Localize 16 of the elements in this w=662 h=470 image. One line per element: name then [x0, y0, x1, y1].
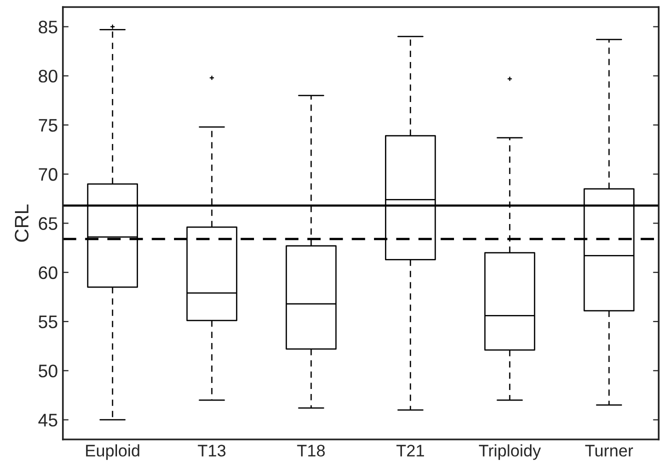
y-tick-label: 75: [38, 119, 58, 132]
y-axis-title: CRL: [14, 204, 29, 242]
y-tick-label: 60: [38, 266, 58, 280]
y-tick-label: 45: [38, 414, 58, 427]
y-tick-label: 55: [38, 316, 58, 328]
x-tick-label: T18: [297, 444, 325, 457]
x-tick-label: T13: [198, 444, 226, 457]
y-tick-label: 80: [38, 70, 58, 83]
x-tick-label: Turner: [585, 444, 633, 457]
y-tick-label: 70: [38, 168, 58, 181]
x-tick-label: T21: [396, 444, 424, 456]
x-tick-label: Euploid: [86, 444, 140, 460]
y-tick-label: 65: [38, 217, 58, 230]
y-tick-label: 50: [38, 364, 58, 378]
x-tick-label: Triploidy: [478, 444, 541, 460]
y-tick-label: 85: [38, 20, 58, 34]
